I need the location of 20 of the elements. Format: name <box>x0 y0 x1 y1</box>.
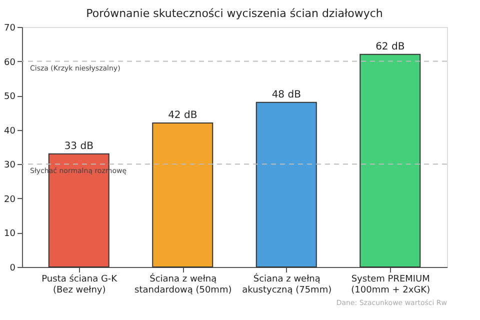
y-tick-label: 70 <box>4 24 16 34</box>
bar <box>256 102 317 268</box>
x-tick-label: System PREMIUM (100mm + 2xGK) <box>351 274 430 296</box>
data-label: 42 dB <box>168 110 198 121</box>
y-tick-label: 30 <box>4 160 16 171</box>
bar <box>152 122 214 268</box>
y-tick-label: 20 <box>4 194 16 205</box>
y-tick-label: 40 <box>4 126 16 136</box>
y-tick-label: 10 <box>4 229 16 240</box>
x-tick-label: Ściana z wełną akustyczną (75mm) <box>242 272 332 296</box>
data-label: 33 dB <box>64 140 94 152</box>
chart-title: Porównanie skuteczności wyciszenia ścian działowych <box>86 7 383 20</box>
bar <box>360 54 421 268</box>
y-tick-label: 50 <box>4 92 16 102</box>
data-label: 62 dB <box>376 41 405 52</box>
x-tick-label: Ściana z wełną standardową (50mm) <box>134 272 232 296</box>
data-label: 48 dB <box>272 89 302 100</box>
y-tick-label: 0 <box>10 264 16 274</box>
y-tick-label: 60 <box>4 58 16 68</box>
x-tick-label: Pusta ściana G-K (Bez wełny) <box>42 274 118 296</box>
